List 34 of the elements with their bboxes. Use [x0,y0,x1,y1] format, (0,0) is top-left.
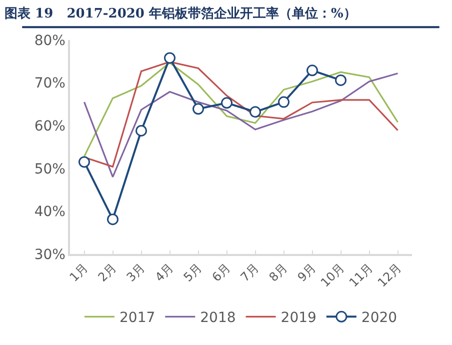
legend-label: 2019 [280,310,316,326]
point [335,74,346,86]
x-tick-label: 9月 [294,260,319,284]
x-tick-label: 5月 [180,260,205,284]
y-tick-label: 60% [34,118,66,134]
x-tick-label: 8月 [266,260,290,284]
x-tick-label: 6月 [209,260,234,284]
x-tick-label: 12月 [374,260,404,290]
point [278,96,290,108]
point [164,52,176,64]
x-tick-label: 4月 [152,260,176,284]
y-tick-label: 30% [34,246,66,263]
point [192,103,204,115]
y-tick-label: 70% [34,76,66,92]
point [136,124,147,136]
point [221,97,232,109]
point [306,64,318,76]
y-tick-label: 50% [34,161,66,178]
x-tick-label: 3月 [124,260,148,284]
legend-label: 2020 [361,310,398,326]
point [78,156,90,168]
x-tick-label: 10月 [318,260,348,290]
point [107,214,118,226]
y-tick-label: 40% [34,204,66,220]
line-series [83,72,399,178]
chart-title: 图表 19 2017-2020 年铝板带箔企业开工率（单位：%） [4,6,356,22]
x-tick-label: 2月 [95,260,120,284]
y-tick-label: 80% [34,32,66,49]
legend-label: 2017 [120,310,156,326]
legend-label: 2018 [200,310,236,326]
x-tick-label: 11月 [346,260,376,290]
point [250,106,261,118]
x-tick-label: 7月 [238,260,262,284]
x-tick-label: 1月 [66,260,91,284]
